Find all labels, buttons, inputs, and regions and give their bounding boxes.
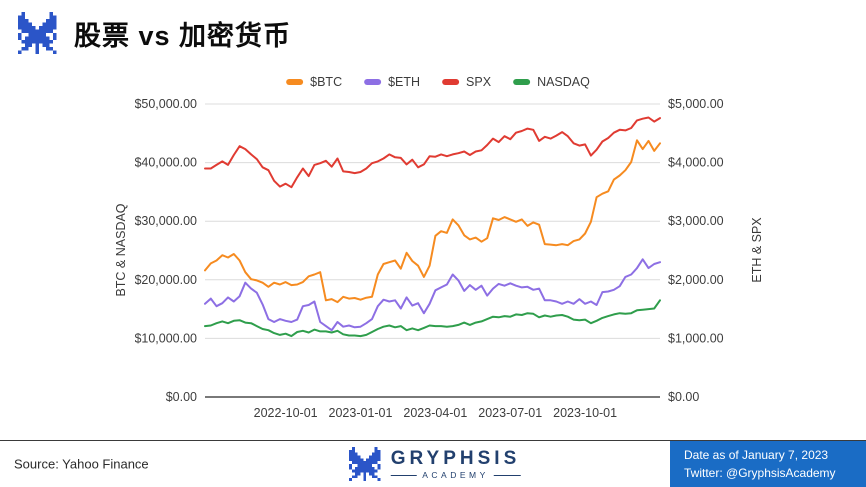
source-note: Source: Yahoo Finance — [14, 456, 149, 472]
date-note: Date as of January 7, 2023 — [684, 448, 829, 462]
twitter-note: Twitter: @GryphsisAcademy — [684, 466, 836, 480]
x-axis-tick: 2023-10-01 — [553, 406, 617, 420]
legend-label: $ETH — [388, 75, 421, 89]
footer-brand: GRYPHSIS ACADEMY — [346, 447, 521, 481]
brand-text: GRYPHSIS ACADEMY — [390, 447, 521, 480]
right-axis-title: ETH & SPX — [750, 217, 764, 283]
page-title: 股票 vs 加密货币 — [74, 20, 292, 51]
line-chart: $0.00 $0.00 $10,000.00 $1,000.00 $20,000.00 $… — [135, 97, 724, 420]
series-line-NASDAQ — [204, 299, 661, 338]
right-axis-tick: $4,000.00 — [668, 156, 724, 170]
legend-marker-icon — [286, 79, 304, 85]
right-axis-tick: $5,000.00 — [668, 97, 724, 111]
x-axis-tick: 2023-07-01 — [478, 406, 542, 420]
right-axis-tick: $1,000.00 — [668, 331, 724, 345]
right-axis-tick: $2,000.00 — [668, 273, 724, 287]
right-axis-tick: $0.00 — [668, 390, 699, 404]
left-axis-tick: $0.00 — [166, 390, 197, 404]
legend-item-$ETH: $ETH — [364, 75, 420, 89]
legend-item-SPX: SPX — [442, 75, 491, 89]
x-axis-tick: 2023-01-01 — [329, 406, 393, 420]
dragon-logo-icon — [346, 447, 384, 481]
left-axis-tick: $40,000.00 — [135, 156, 197, 170]
legend-label: NASDAQ — [537, 75, 590, 89]
brand-subtitle: ACADEMY — [422, 469, 489, 480]
left-axis-tick: $50,000.00 — [135, 97, 197, 111]
legend-marker-icon — [364, 79, 382, 85]
series-line-$ETH — [204, 258, 661, 332]
series-line-SPX — [204, 116, 661, 189]
brand-rule-left — [390, 474, 418, 476]
left-axis-tick: $20,000.00 — [135, 273, 197, 287]
right-axis-tick: $3,000.00 — [668, 214, 724, 228]
dragon-logo-icon — [14, 12, 60, 54]
brand-name: GRYPHSIS — [390, 447, 521, 469]
legend-marker-icon — [513, 79, 531, 85]
brand-rule-right — [493, 474, 521, 476]
chart-legend: $BTC $ETH SPX NASDAQ — [286, 75, 590, 89]
left-axis-title: BTC & NASDAQ — [114, 203, 128, 297]
legend-item-NASDAQ: NASDAQ — [513, 75, 590, 89]
legend-marker-icon — [442, 79, 460, 85]
left-axis-tick: $10,000.00 — [135, 331, 197, 345]
x-axis-tick: 2023-04-01 — [403, 406, 467, 420]
left-axis-tick: $30,000.00 — [135, 214, 197, 228]
footer: Source: Yahoo Finance GRYPHSIS ACADEMY D… — [0, 440, 866, 487]
footer-info: Date as of January 7, 2023 Twitter: @Gry… — [670, 441, 866, 487]
header: 股票 vs 加密货币 — [14, 8, 291, 58]
series-line-$BTC — [204, 139, 661, 304]
legend-label: SPX — [466, 75, 492, 89]
legend-label: $BTC — [310, 75, 343, 89]
x-axis-tick: 2022-10-01 — [254, 406, 318, 420]
brand-sub-row: ACADEMY — [390, 469, 521, 480]
legend-item-$BTC: $BTC — [286, 75, 342, 89]
